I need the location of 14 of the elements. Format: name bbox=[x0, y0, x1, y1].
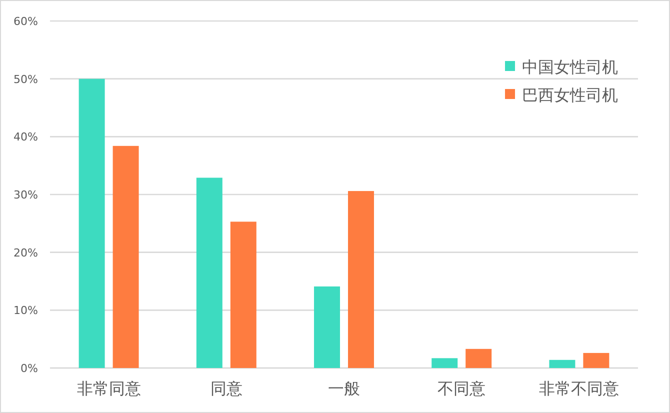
x-tick-label: 非常同意 bbox=[76, 379, 141, 398]
legend-label: 巴西女性司机 bbox=[522, 86, 618, 104]
y-tick-label: 50% bbox=[14, 72, 38, 86]
legend-label: 中国女性司机 bbox=[522, 58, 618, 76]
y-tick-label: 30% bbox=[14, 188, 38, 202]
y-tick-label: 20% bbox=[14, 246, 38, 260]
x-tick-label: 一般 bbox=[328, 379, 360, 398]
y-tick-label: 0% bbox=[20, 362, 38, 375]
x-tick-label: 非常不同意 bbox=[539, 379, 620, 398]
x-tick-label: 不同意 bbox=[438, 379, 486, 398]
y-tick-label: 60% bbox=[14, 15, 38, 28]
y-tick-label: 10% bbox=[14, 304, 38, 318]
y-tick-label: 40% bbox=[14, 130, 38, 144]
x-tick-label: 同意 bbox=[210, 379, 242, 398]
